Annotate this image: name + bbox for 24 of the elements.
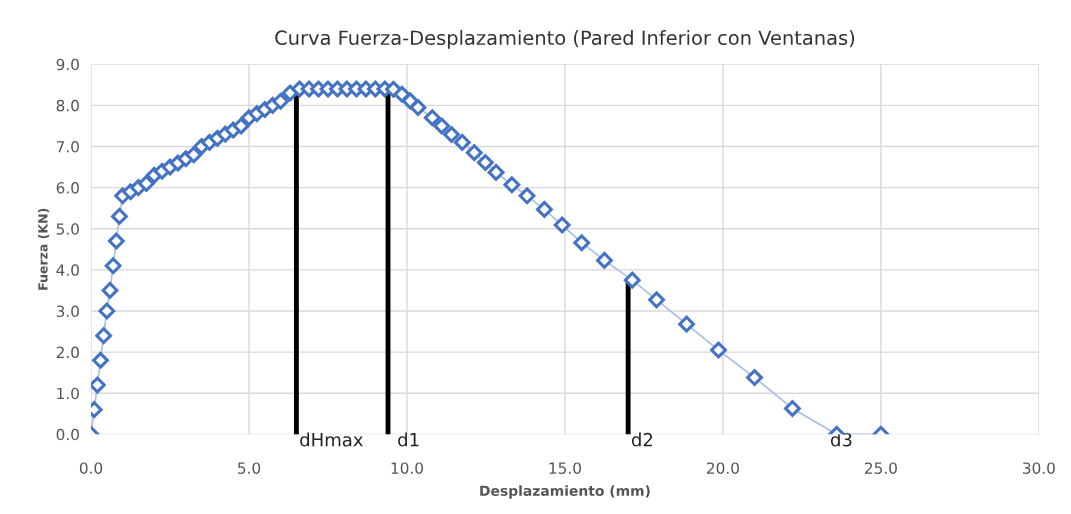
x-tick-label: 5.0 [238,462,261,474]
x-tick-label: 30.0 [1023,462,1055,474]
x-tick-label: 20.0 [707,462,739,474]
y-tick-label: 1.0 [57,387,79,400]
x-tick-label: 0.0 [79,462,103,474]
annotation: d1 [398,432,419,447]
annotation: d3 [830,432,852,447]
x-axis-title: Desplazamiento (mm) [480,485,650,499]
y-axis-title: Fuerza (KN) [37,208,50,290]
x-tick-label: 10.0 [391,462,423,474]
y-tick-label: 6.0 [56,182,79,194]
x-tick-label: 15.0 [549,462,581,474]
annotation: dHmax [300,432,363,447]
annotation: d2 [631,432,653,447]
y-tick-label: 2.0 [56,346,79,359]
x-tick-label: 25.0 [865,462,897,474]
y-tick-label: 0.0 [56,428,79,441]
y-tick-label: 9.0 [56,58,79,71]
y-tick-label: 8.0 [56,99,79,112]
y-tick-label: 4.0 [56,264,79,276]
y-tick-label: 5.0 [56,223,79,235]
chart-title: Curva Fuerza-Desplazamiento (Pared Inferior con Ventanas) [275,30,855,49]
y-tick-label: 3.0 [56,305,79,317]
y-tick-label: 7.0 [56,140,79,153]
